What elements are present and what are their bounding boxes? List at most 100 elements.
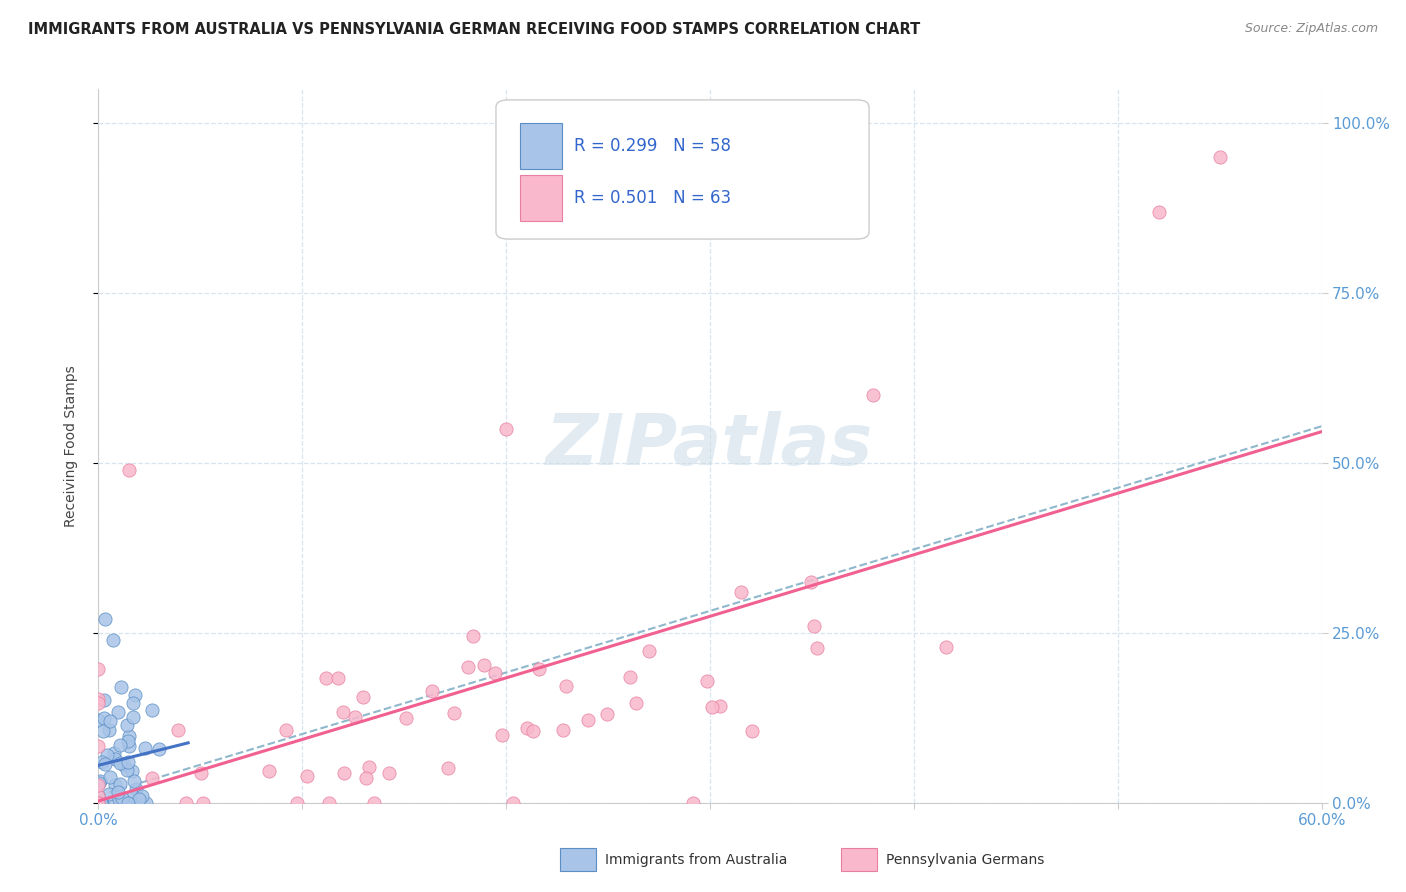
Point [1209, 150, 1232, 164]
Point [87, 796, 110, 810]
Point [357, 760, 380, 774]
Point [118, 796, 141, 810]
Point [516, 722, 538, 736]
Point [596, 706, 619, 721]
Point [87, 796, 110, 810]
Point [328, 671, 350, 685]
Point [363, 796, 385, 810]
Point [935, 640, 957, 655]
Point [576, 714, 599, 728]
Point [104, 778, 127, 792]
Point [90, 755, 112, 769]
Point [122, 773, 145, 788]
Point [472, 657, 495, 672]
Point [107, 792, 129, 806]
Point [443, 706, 465, 721]
Point [97, 723, 120, 738]
Point [98, 770, 121, 784]
Point [174, 796, 197, 810]
Point [167, 723, 190, 738]
Point [276, 723, 298, 738]
Point [87, 739, 110, 753]
Point [315, 671, 337, 685]
Point [527, 662, 550, 676]
Point [117, 796, 139, 810]
Point [117, 755, 139, 769]
Point [89, 774, 111, 789]
Point [103, 746, 125, 760]
Point [89, 776, 111, 790]
Point [90, 796, 112, 810]
Point [94, 756, 117, 771]
Point [87, 796, 110, 810]
Point [107, 785, 129, 799]
Y-axis label: Receiving Food Stamps: Receiving Food Stamps [63, 365, 77, 527]
Point [96, 748, 118, 763]
Point [128, 791, 150, 805]
Point [461, 630, 484, 644]
Point [98, 796, 121, 810]
Point [135, 796, 157, 810]
Point [87, 796, 110, 810]
Point [624, 697, 647, 711]
Point [87, 714, 110, 728]
Point [104, 752, 127, 766]
Point [420, 683, 443, 698]
Point [115, 763, 138, 777]
Point [148, 742, 170, 756]
Point [111, 791, 134, 805]
Point [122, 710, 145, 724]
Point [730, 585, 752, 599]
Point [124, 688, 146, 702]
Point [333, 765, 356, 780]
Point [87, 778, 110, 792]
Point [551, 723, 574, 738]
Point [285, 796, 308, 810]
Point [87, 696, 110, 710]
Point [90, 796, 112, 810]
Point [637, 643, 659, 657]
Point [191, 796, 214, 810]
Point [318, 796, 340, 810]
FancyBboxPatch shape [520, 175, 562, 220]
Point [98, 714, 121, 728]
Point [522, 723, 544, 738]
Point [87, 796, 110, 810]
Point [93, 723, 115, 738]
Text: R = 0.299   N = 58: R = 0.299 N = 58 [574, 137, 731, 155]
Point [354, 771, 377, 785]
Point [90, 796, 112, 810]
Point [141, 703, 163, 717]
Point [484, 666, 506, 681]
Point [709, 699, 731, 714]
Point [800, 574, 823, 589]
Point [395, 711, 418, 725]
Point [93, 711, 115, 725]
Point [257, 764, 280, 779]
Point [555, 680, 578, 694]
Point [741, 724, 763, 739]
Point [107, 705, 129, 719]
Point [108, 739, 131, 753]
Point [110, 680, 132, 694]
Point [696, 673, 718, 688]
Point [122, 789, 145, 803]
Point [98, 787, 121, 801]
Point [131, 789, 153, 803]
Point [437, 761, 460, 775]
Point [108, 756, 131, 771]
Text: Immigrants from Australia: Immigrants from Australia [605, 853, 787, 867]
Point [495, 422, 517, 436]
Point [806, 640, 828, 655]
Point [125, 782, 148, 797]
Text: ZIPatlas: ZIPatlas [547, 411, 873, 481]
Text: R = 0.501   N = 63: R = 0.501 N = 63 [574, 189, 731, 207]
Point [87, 692, 110, 706]
Point [93, 693, 115, 707]
Point [295, 769, 318, 783]
Point [353, 690, 375, 704]
Point [117, 734, 139, 748]
FancyBboxPatch shape [520, 123, 562, 169]
Point [332, 706, 354, 720]
Point [87, 789, 110, 804]
